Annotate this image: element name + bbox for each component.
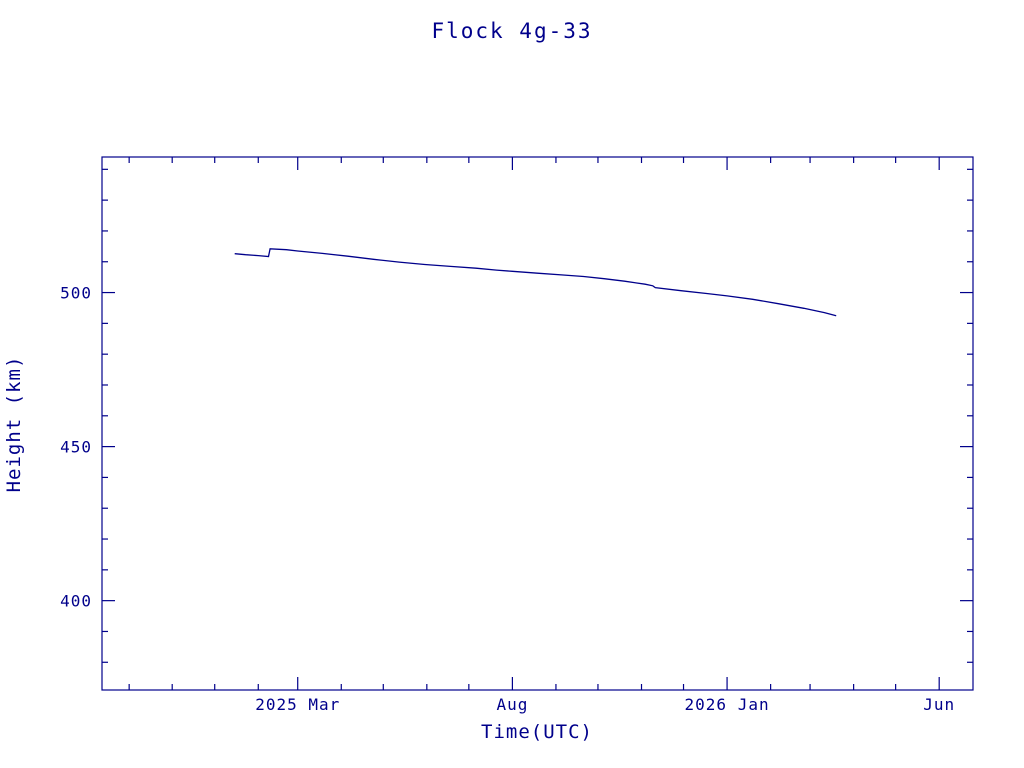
chart-title: Flock 4g-33 bbox=[431, 19, 592, 43]
axis-tick-labels: 2025 Mar Aug 2026 Jan Jun 400 450 500 bbox=[60, 284, 955, 714]
y-tick-label: 500 bbox=[60, 284, 92, 303]
axis-ticks bbox=[102, 157, 973, 690]
y-tick-label: 450 bbox=[60, 438, 92, 457]
x-tick-label: Jun bbox=[923, 695, 955, 714]
x-tick-label: 2026 Jan bbox=[685, 695, 770, 714]
x-axis-label: Time(UTC) bbox=[481, 721, 593, 743]
height-data-line bbox=[234, 248, 837, 317]
x-tick-label: Aug bbox=[496, 695, 528, 714]
y-tick-label: 400 bbox=[60, 592, 92, 611]
x-tick-label: 2025 Mar bbox=[255, 695, 340, 714]
y-axis-label: Height (km) bbox=[3, 356, 25, 493]
plot-frame bbox=[101, 156, 974, 691]
